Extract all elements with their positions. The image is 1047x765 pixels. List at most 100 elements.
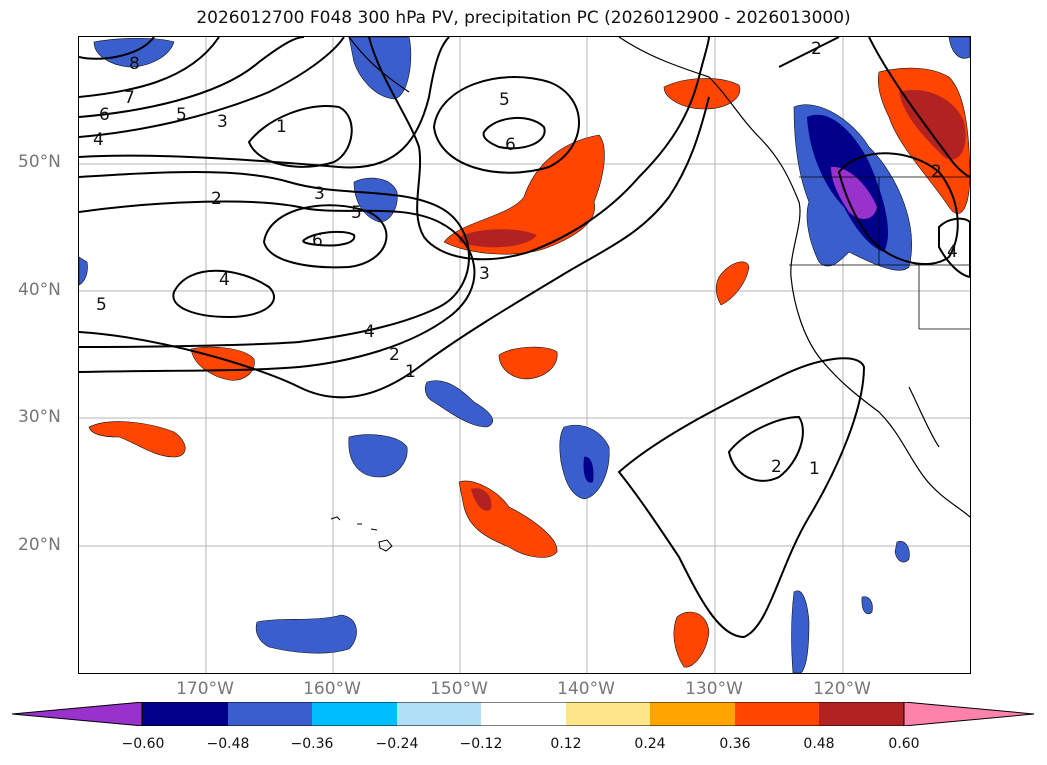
contour-label: 1 bbox=[276, 117, 287, 137]
colorbar-tick-label: −0.36 bbox=[290, 736, 334, 752]
contour-4-main bbox=[79, 171, 470, 348]
precip-positive-areas bbox=[88, 67, 970, 668]
precip-blob-pos-southeast bbox=[673, 611, 710, 668]
colorbar-extend-high bbox=[903, 702, 1035, 726]
precip-blob-pos-west1 bbox=[88, 421, 186, 458]
coastline-baja bbox=[908, 386, 940, 448]
contour-4-east bbox=[938, 217, 970, 279]
map-canvas: 8 7 6 5 4 3 1 5 6 2 3 5 6 4 5 3 4 2 1 2 … bbox=[79, 37, 970, 673]
contour-label: 2 bbox=[811, 39, 822, 59]
precip-blob-pos-bc bbox=[663, 78, 741, 110]
contour-label: 6 bbox=[99, 105, 110, 125]
precip-blob-neg-central2 bbox=[348, 434, 408, 478]
colorbar-extend-low bbox=[12, 702, 144, 726]
colorbar-segment bbox=[650, 702, 735, 726]
contour-6 bbox=[79, 37, 305, 118]
precip-blob-neg-ne bbox=[948, 37, 970, 59]
precip-blob-neg-coast-purple bbox=[831, 166, 877, 219]
contour-label: 4 bbox=[947, 242, 958, 262]
contour-7 bbox=[79, 37, 220, 98]
contour-label: 4 bbox=[93, 130, 104, 150]
lat-label-30n: 30°N bbox=[18, 407, 61, 427]
contour-label: 8 bbox=[129, 54, 140, 74]
colorbar-segment bbox=[143, 702, 228, 726]
map-title: 2026012700 F048 300 hPa PV, precipitatio… bbox=[196, 8, 851, 28]
contour-4-west bbox=[172, 269, 275, 319]
colorbar-segment bbox=[735, 702, 819, 726]
precip-blob-neg-se1 bbox=[791, 590, 810, 673]
contour-label: 3 bbox=[217, 112, 228, 132]
colorbar-tick-label: 0.36 bbox=[719, 736, 751, 752]
colorbar-tick-label: 0.48 bbox=[803, 736, 835, 752]
contour-2-main bbox=[79, 200, 476, 373]
lat-label-40n: 40°N bbox=[18, 280, 61, 300]
precip-blob-neg-se3 bbox=[861, 596, 873, 615]
contour-label: 5 bbox=[96, 295, 107, 315]
contour-label: 5 bbox=[351, 203, 362, 223]
contour-2-ne bbox=[778, 37, 840, 68]
contour-label: 1 bbox=[405, 362, 416, 382]
colorbar-segments bbox=[12, 702, 1035, 726]
contour-label: 2 bbox=[389, 345, 400, 365]
lat-label-20n: 20°N bbox=[18, 535, 61, 555]
contour-8 bbox=[79, 37, 155, 60]
colorbar-segment bbox=[228, 702, 312, 726]
colorbar-tick-label: −0.60 bbox=[121, 736, 165, 752]
contour-2-east bbox=[837, 152, 959, 266]
contour-5-nw bbox=[79, 37, 345, 138]
pv-contours bbox=[79, 37, 970, 639]
contour-label: 3 bbox=[314, 184, 325, 204]
contour-label: 6 bbox=[505, 135, 516, 155]
contour-label: 7 bbox=[124, 88, 135, 108]
precip-blob-pos-ne-core bbox=[899, 90, 966, 160]
contour-labels: 8 7 6 5 4 3 1 5 6 2 3 5 6 4 5 3 4 2 1 2 … bbox=[93, 39, 958, 479]
precip-blob-neg-central1 bbox=[424, 380, 493, 428]
state-borders bbox=[789, 176, 970, 330]
colorbar bbox=[12, 702, 1035, 726]
contour-1-east bbox=[868, 37, 970, 178]
colorbar-segment bbox=[819, 702, 904, 726]
contour-3-main bbox=[79, 37, 450, 169]
lon-label-160w: 160°W bbox=[303, 679, 361, 699]
precip-blob-neg-south bbox=[255, 614, 357, 654]
contour-label: 2 bbox=[771, 457, 782, 477]
contour-label: 1 bbox=[809, 459, 820, 479]
contour-5-upper bbox=[432, 76, 580, 174]
contour-1-north bbox=[247, 105, 353, 168]
map-panel: 8 7 6 5 4 3 1 5 6 2 3 5 6 4 5 3 4 2 1 2 … bbox=[78, 36, 971, 674]
coastlines bbox=[348, 37, 970, 518]
contour-label: 2 bbox=[931, 162, 942, 182]
contour-1-south bbox=[617, 357, 866, 639]
contour-6-mid bbox=[302, 230, 356, 247]
colorbar-tick-label: 0.60 bbox=[888, 736, 920, 752]
colorbar-segment bbox=[566, 702, 650, 726]
colorbar-tick-label: −0.48 bbox=[206, 736, 250, 752]
coastline-alaska bbox=[348, 37, 410, 93]
colorbar-segment bbox=[312, 702, 397, 726]
precip-negative-areas bbox=[79, 37, 970, 673]
lon-label-140w: 140°W bbox=[557, 679, 615, 699]
coastline-north-america bbox=[618, 37, 970, 518]
colorbar-tick-label: 0.24 bbox=[634, 736, 666, 752]
precip-blob-pos-oregon bbox=[715, 261, 750, 306]
precip-blob-neg-west bbox=[79, 256, 88, 286]
precip-blob-pos-center-core bbox=[459, 229, 537, 248]
precip-blob-neg-central3-core bbox=[583, 456, 594, 483]
contour-label: 5 bbox=[499, 90, 510, 110]
lat-label-50n: 50°N bbox=[18, 152, 61, 172]
contour-label: 6 bbox=[312, 231, 323, 251]
precip-blob-neg-se2 bbox=[894, 541, 910, 563]
precip-blob-pos-mid bbox=[498, 346, 558, 380]
contour-5-mid bbox=[262, 204, 388, 269]
contour-label: 5 bbox=[176, 105, 187, 125]
contour-1-main bbox=[79, 96, 710, 399]
contour-label: 4 bbox=[219, 270, 230, 290]
lon-label-150w: 150°W bbox=[430, 679, 488, 699]
contour-2-south bbox=[727, 415, 804, 482]
lon-label-170w: 170°W bbox=[176, 679, 234, 699]
contour-label: 2 bbox=[211, 189, 222, 209]
colorbar-tick-label: −0.12 bbox=[459, 736, 503, 752]
lon-label-130w: 130°W bbox=[685, 679, 743, 699]
precip-blob-pos-south-core bbox=[471, 488, 492, 511]
colorbar-tick-label: −0.24 bbox=[375, 736, 419, 752]
